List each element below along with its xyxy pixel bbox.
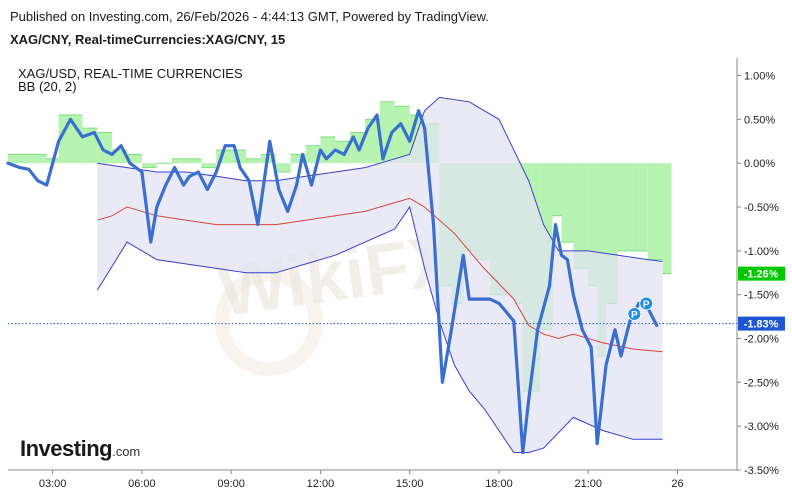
bb-upper-line [97,96,663,262]
x-tick-label: 06:00 [128,478,156,490]
xag-usd-bar [97,132,113,164]
y-tick-label: -3.50% [744,465,779,477]
value-tag-box [738,266,785,281]
xag-usd-bar [573,163,589,269]
y-tick-label: -0.50% [744,202,779,214]
xag-usd-bar [141,163,157,168]
y-tick-label: -2.00% [744,334,779,346]
chart-axes: 1.00% 0.50% 0.00% -0.50% -1.00% -1.50% -2.00% -… [8,58,779,490]
xag-usd-bar [647,163,663,260]
p-marker-icon [627,306,642,321]
x-tick-label: 12:00 [307,478,335,490]
xag-usd-bar [588,163,598,286]
value-tag-label: -1.26% [744,269,779,281]
symbol-title: XAG/CNY, Real-timeCurrencies:XAG/CNY, 15 [10,32,286,47]
xag-usd-bar [632,163,648,251]
xag-usd-bar [8,154,23,164]
xag-usd-bar [22,154,38,164]
y-tick-label: 1.00% [744,71,775,83]
logo-brand: Investing [20,436,113,461]
xag-usd-bar [561,163,574,243]
xag-usd-bar [275,163,291,172]
x-tick-label: 21:00 [574,478,602,490]
xag-usd-bar [70,114,83,164]
p-marker-label: P [631,310,638,321]
xag-usd-bar [58,114,71,164]
p-marker-label: P [643,299,650,310]
xag-usd-bar [37,154,47,164]
y-tick-label: -1.00% [744,246,779,258]
xag-usd-bar [394,106,410,164]
x-tick-label: 18:00 [485,478,513,490]
xag-usd-bar [606,163,618,304]
value-tag-label: -1.83% [744,319,779,331]
xag-usd-bar [171,158,187,164]
xag-cny-series: PP [6,108,737,455]
xag-usd-bar [290,154,306,164]
legend-bb-indicator: BB (20, 2) [18,79,77,94]
y-tick-label: -2.50% [744,377,779,389]
y-tick-label: 0.00% [744,158,775,170]
value-tag-box [738,316,785,331]
y-tick-label: 0.50% [744,114,775,126]
investing-logo: Investing.com [20,436,140,462]
xag-usd-bar [617,163,633,251]
legend-overlay-symbol: XAG/USD, REAL-TIME CURRENCIES [18,66,243,81]
xag-usd-bar [379,101,395,164]
xag-usd-bar [662,163,672,274]
published-note: Published on Investing.com, 26/Feb/2026 … [10,9,489,24]
current-value-labels: -1.26% -1.83% [738,266,785,331]
x-tick-label: 03:00 [39,478,67,490]
y-tick-label: -3.00% [744,421,779,433]
xag-usd-bar [552,163,562,216]
xag-usd-bar [186,158,202,164]
p-marker-icon [639,296,654,311]
y-tick-label: -1.50% [744,290,779,302]
bollinger-bands [96,96,663,453]
x-tick-label: 09:00 [217,478,245,490]
xag-usd-bar [201,163,217,168]
xag-usd-bar [246,158,261,164]
xag-usd-bar [127,154,142,164]
logo-suffix: .com [112,444,141,459]
xag-cny-line [6,108,659,455]
bb-lower-line [96,205,663,453]
x-tick-label: 26 [671,478,683,490]
x-tick-label: 15:00 [396,478,424,490]
bb-fill [97,97,663,453]
bb-basis-line [97,197,663,353]
